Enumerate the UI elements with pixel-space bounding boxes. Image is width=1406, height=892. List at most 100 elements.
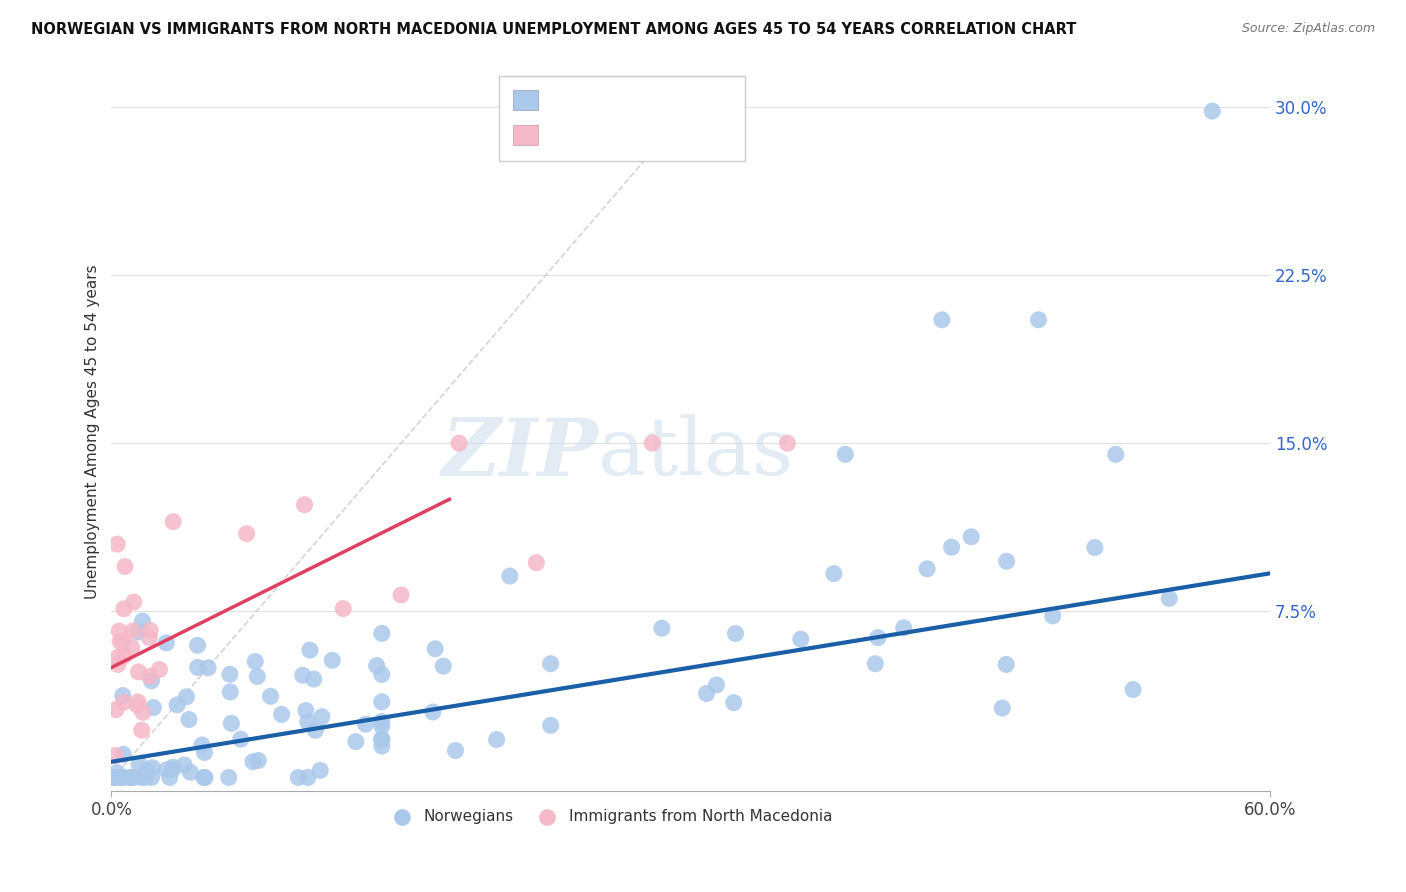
Point [834, 447, 856, 461]
Point [270, 707, 292, 722]
Point [112, 695, 135, 709]
Point [121, 624, 143, 638]
Point [1201, 104, 1223, 119]
Point [111, 689, 134, 703]
Point [371, 714, 394, 729]
Point [194, 771, 217, 785]
Point [1042, 608, 1064, 623]
Point [218, 771, 240, 785]
Point [246, 669, 269, 683]
Point [344, 734, 367, 748]
Point [110, 771, 132, 785]
Point [425, 641, 447, 656]
Point [229, 732, 252, 747]
Point [332, 601, 354, 615]
Point [176, 690, 198, 704]
Point [941, 541, 963, 555]
Legend: Norwegians, Immigrants from North Macedonia: Norwegians, Immigrants from North Macedo… [381, 803, 838, 830]
Text: N =: N = [640, 95, 673, 111]
Text: R =: R = [546, 95, 579, 111]
Point [366, 658, 388, 673]
Point [129, 771, 152, 785]
Point [995, 554, 1018, 568]
Point [193, 771, 215, 785]
Point [321, 653, 343, 667]
Point [866, 631, 889, 645]
Point [245, 655, 267, 669]
Point [138, 669, 160, 683]
Point [127, 695, 149, 709]
Point [128, 757, 150, 772]
Point [297, 771, 319, 785]
Point [432, 659, 454, 673]
Point [960, 530, 983, 544]
Point [141, 771, 163, 785]
Y-axis label: Unemployment Among Ages 45 to 54 years: Unemployment Among Ages 45 to 54 years [86, 265, 100, 599]
Point [108, 634, 131, 648]
Point [422, 705, 444, 719]
Point [187, 660, 209, 674]
Point [371, 626, 394, 640]
Point [127, 698, 149, 713]
Point [304, 723, 326, 738]
Point [235, 526, 257, 541]
Point [371, 667, 394, 681]
Point [311, 709, 333, 723]
Point [247, 754, 270, 768]
Point [776, 436, 799, 450]
Point [108, 624, 131, 638]
Point [107, 657, 129, 672]
Point [127, 625, 149, 640]
Point [499, 569, 522, 583]
Point [155, 636, 177, 650]
Point [295, 704, 318, 718]
Point [444, 743, 467, 757]
Point [294, 498, 316, 512]
Point [540, 718, 562, 732]
Point [291, 668, 314, 682]
Point [893, 621, 915, 635]
Point [107, 650, 129, 665]
Point [790, 632, 813, 646]
Point [287, 771, 309, 785]
Text: 33: 33 [668, 131, 695, 146]
Point [131, 723, 153, 738]
Point [105, 703, 128, 717]
Point [141, 673, 163, 688]
Point [136, 763, 159, 777]
Point [104, 748, 127, 763]
Point [995, 657, 1018, 672]
Point [706, 678, 728, 692]
Text: 105: 105 [668, 95, 700, 111]
Point [540, 657, 562, 671]
Point [371, 695, 394, 709]
Point [915, 562, 938, 576]
Point [354, 717, 377, 731]
Point [162, 763, 184, 777]
Point [259, 690, 281, 704]
Point [723, 696, 745, 710]
Point [131, 614, 153, 628]
Point [104, 771, 127, 785]
Point [197, 661, 219, 675]
Point [1159, 591, 1181, 606]
Point [122, 595, 145, 609]
Point [485, 732, 508, 747]
Point [309, 764, 332, 778]
Point [371, 732, 394, 747]
Point [139, 624, 162, 638]
Point [823, 566, 845, 581]
Point [298, 643, 321, 657]
Point [449, 436, 471, 450]
Point [1084, 541, 1107, 555]
Point [103, 771, 125, 785]
Point [302, 672, 325, 686]
Point [1105, 447, 1128, 461]
Point [155, 763, 177, 777]
Point [1122, 682, 1144, 697]
Point [177, 713, 200, 727]
Text: NORWEGIAN VS IMMIGRANTS FROM NORTH MACEDONIA UNEMPLOYMENT AMONG AGES 45 TO 54 YE: NORWEGIAN VS IMMIGRANTS FROM NORTH MACED… [31, 22, 1077, 37]
Point [173, 758, 195, 772]
Point [121, 771, 143, 785]
Point [112, 601, 135, 615]
